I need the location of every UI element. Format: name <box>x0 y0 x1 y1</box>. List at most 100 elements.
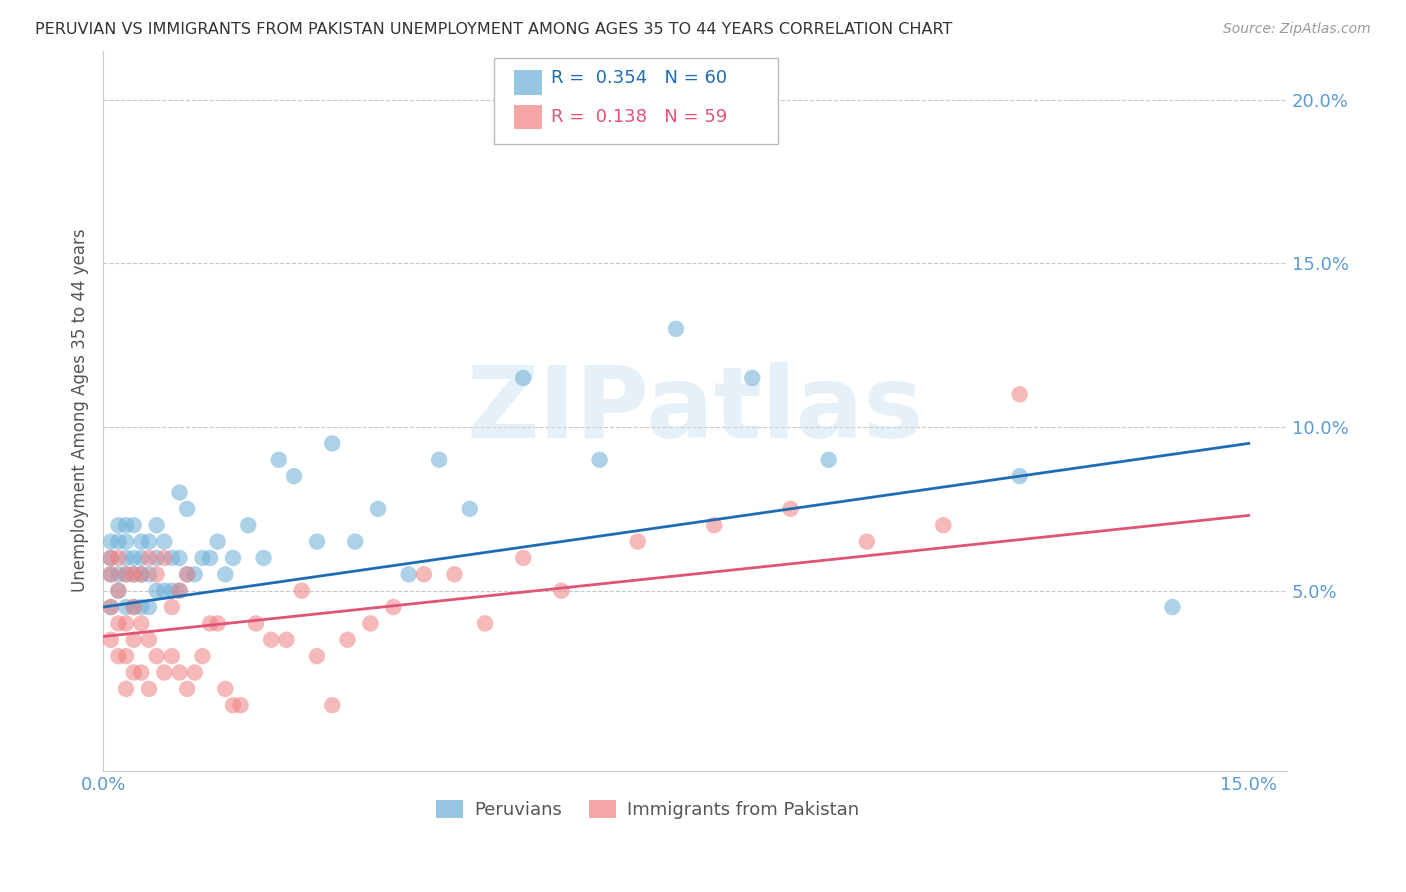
Point <box>443 567 465 582</box>
Point <box>627 534 650 549</box>
Point <box>321 436 343 450</box>
Point <box>222 551 245 566</box>
Point <box>1008 387 1031 401</box>
Point <box>1161 600 1184 615</box>
Point <box>214 681 236 696</box>
Point <box>115 681 138 696</box>
Point <box>138 632 160 647</box>
Point <box>550 583 572 598</box>
Point <box>932 518 955 533</box>
Point <box>115 551 138 566</box>
Point <box>115 649 138 664</box>
Point <box>291 583 314 598</box>
Point <box>100 567 122 582</box>
Point <box>138 567 160 582</box>
Point <box>100 534 122 549</box>
Point <box>191 649 214 664</box>
Point <box>198 551 221 566</box>
Point <box>267 452 290 467</box>
Point <box>122 518 145 533</box>
Point <box>160 551 183 566</box>
Point <box>398 567 420 582</box>
Point <box>817 452 839 467</box>
Point <box>336 632 359 647</box>
Point <box>131 567 153 582</box>
Point <box>198 616 221 631</box>
Point <box>122 632 145 647</box>
Point <box>160 649 183 664</box>
Point <box>169 583 191 598</box>
Point <box>115 534 138 549</box>
Point <box>145 518 167 533</box>
FancyBboxPatch shape <box>494 58 778 145</box>
Point <box>169 665 191 680</box>
Text: Source: ZipAtlas.com: Source: ZipAtlas.com <box>1223 22 1371 37</box>
Point <box>107 583 129 598</box>
Point <box>367 501 389 516</box>
Point <box>276 632 298 647</box>
Point <box>741 371 763 385</box>
Point <box>245 616 267 631</box>
Point <box>382 600 405 615</box>
Point <box>512 551 534 566</box>
Point <box>222 698 245 713</box>
Point <box>344 534 367 549</box>
Point <box>107 567 129 582</box>
Point <box>160 600 183 615</box>
Point <box>359 616 381 631</box>
Point <box>153 551 176 566</box>
Point <box>131 567 153 582</box>
Point <box>115 567 138 582</box>
Text: ZIPatlas: ZIPatlas <box>467 362 924 459</box>
Point <box>207 616 229 631</box>
Point <box>107 518 129 533</box>
Point <box>122 567 145 582</box>
Point <box>474 616 496 631</box>
Point <box>145 583 167 598</box>
Point <box>122 600 145 615</box>
Point <box>145 649 167 664</box>
Point <box>100 551 122 566</box>
Point <box>145 567 167 582</box>
Point <box>107 551 129 566</box>
Point <box>153 534 176 549</box>
Point <box>122 600 145 615</box>
Legend: Peruvians, Immigrants from Pakistan: Peruvians, Immigrants from Pakistan <box>429 793 866 827</box>
Point <box>321 698 343 713</box>
Point <box>107 583 129 598</box>
Point <box>138 534 160 549</box>
Point <box>122 665 145 680</box>
Point <box>176 501 198 516</box>
Point <box>122 551 145 566</box>
Point <box>176 567 198 582</box>
Point <box>665 322 688 336</box>
Text: R =  0.138   N = 59: R = 0.138 N = 59 <box>551 108 727 126</box>
Point <box>131 665 153 680</box>
Point <box>512 371 534 385</box>
Point <box>184 567 207 582</box>
Point <box>131 600 153 615</box>
Point <box>427 452 450 467</box>
Point <box>131 616 153 631</box>
Point <box>131 551 153 566</box>
Point <box>191 551 214 566</box>
Point <box>703 518 725 533</box>
Point <box>131 534 153 549</box>
Point <box>260 632 283 647</box>
Point <box>305 534 328 549</box>
Point <box>214 567 236 582</box>
Y-axis label: Unemployment Among Ages 35 to 44 years: Unemployment Among Ages 35 to 44 years <box>72 229 89 592</box>
Point <box>1008 469 1031 483</box>
Point <box>100 600 122 615</box>
Text: R =  0.354   N = 60: R = 0.354 N = 60 <box>551 69 727 87</box>
Point <box>169 551 191 566</box>
Point <box>588 452 610 467</box>
Point <box>779 501 801 516</box>
Point <box>145 551 167 566</box>
Point <box>160 583 183 598</box>
FancyBboxPatch shape <box>515 70 543 95</box>
Point <box>412 567 434 582</box>
Point <box>176 567 198 582</box>
Point <box>115 567 138 582</box>
Point <box>153 583 176 598</box>
